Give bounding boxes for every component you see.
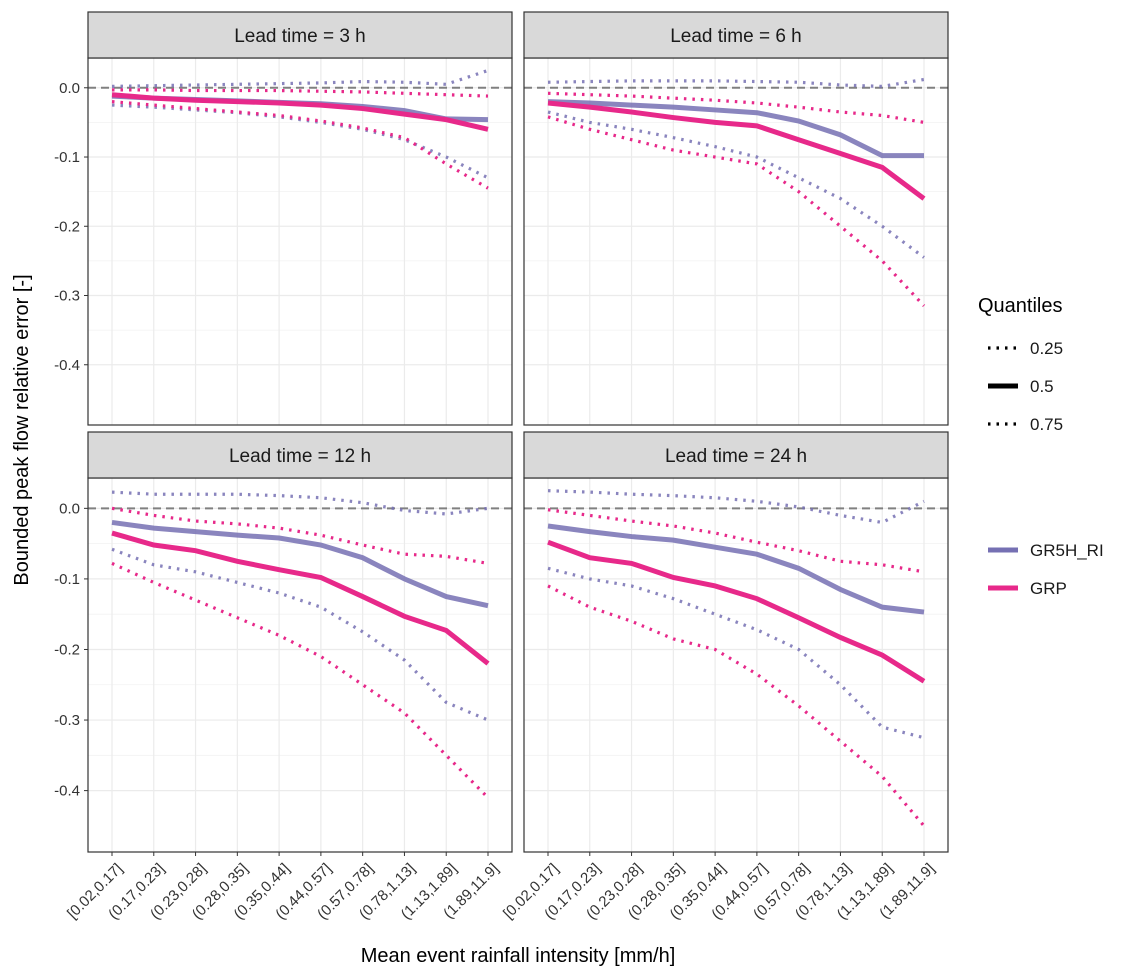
- panel-background: [88, 58, 512, 425]
- legend-label: 0.75: [1030, 415, 1063, 434]
- strip: [523, 11, 949, 59]
- legend-label: GRP: [1030, 579, 1067, 598]
- legend-label: 0.5: [1030, 377, 1054, 396]
- series-line: [547, 110, 925, 259]
- series-line: [112, 88, 489, 98]
- series-line: [111, 490, 489, 516]
- y-tick-label: 0.0: [59, 500, 80, 517]
- strip-label: Lead time = 3 h: [234, 26, 366, 47]
- series-line: [111, 530, 490, 666]
- y-axis-title: Bounded peak flow relative error [-]: [11, 274, 33, 585]
- legend-label: GR5H_RI: [1030, 541, 1104, 560]
- y-tick-label: -0.1: [54, 571, 80, 588]
- strip-label: Lead time = 24 h: [665, 446, 807, 467]
- y-tick-label: -0.4: [54, 783, 80, 800]
- strip-label: Lead time = 6 h: [670, 26, 802, 47]
- y-tick-label: 0.0: [59, 80, 80, 97]
- y-tick-label: -0.3: [54, 288, 80, 305]
- series-line: [547, 77, 925, 88]
- y-tick-label: -0.1: [54, 149, 80, 166]
- series-line: [111, 561, 490, 799]
- series-line: [547, 523, 925, 615]
- series-line: [111, 68, 489, 88]
- y-tick-label: -0.2: [54, 218, 80, 235]
- series-line: [547, 91, 925, 124]
- panel-background: [88, 478, 512, 852]
- series-line: [111, 519, 489, 609]
- y-tick-label: -0.3: [54, 712, 80, 729]
- series-line: [547, 566, 925, 740]
- series-line: [547, 584, 926, 827]
- series-line: [547, 539, 926, 684]
- strip: [523, 431, 949, 479]
- series-line: [547, 100, 926, 201]
- y-tick-label: -0.2: [54, 641, 80, 658]
- x-axis-title: Mean event rainfall intensity [mm/h]: [361, 945, 676, 967]
- series-line: [547, 99, 924, 159]
- legend-title: Quantiles: [978, 295, 1063, 317]
- strip: [87, 11, 513, 59]
- legend-label: 0.25: [1030, 339, 1063, 358]
- series-line: [111, 100, 489, 190]
- panel-background: [524, 478, 948, 852]
- panel-background: [524, 58, 948, 425]
- strip-label: Lead time = 12 h: [229, 446, 371, 467]
- strip: [87, 431, 513, 479]
- series-line: [547, 489, 925, 525]
- y-tick-label: -0.4: [54, 357, 80, 374]
- series-line: [111, 92, 489, 132]
